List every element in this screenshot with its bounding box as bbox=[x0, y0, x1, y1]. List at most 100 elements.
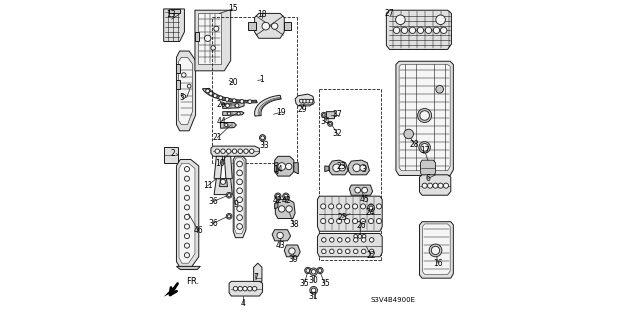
Circle shape bbox=[328, 204, 333, 209]
Circle shape bbox=[225, 98, 229, 101]
Polygon shape bbox=[329, 160, 348, 175]
Circle shape bbox=[353, 238, 358, 242]
Circle shape bbox=[184, 243, 189, 248]
Text: 9: 9 bbox=[233, 200, 238, 209]
Circle shape bbox=[376, 219, 381, 224]
Text: 26: 26 bbox=[216, 100, 226, 109]
Circle shape bbox=[328, 121, 333, 126]
Polygon shape bbox=[275, 163, 278, 174]
Circle shape bbox=[303, 99, 307, 103]
Circle shape bbox=[184, 186, 189, 191]
Circle shape bbox=[317, 267, 323, 274]
Circle shape bbox=[353, 204, 358, 209]
Circle shape bbox=[421, 144, 428, 151]
Circle shape bbox=[250, 149, 254, 153]
Circle shape bbox=[237, 206, 243, 211]
Circle shape bbox=[184, 205, 189, 210]
Text: 36: 36 bbox=[208, 197, 218, 206]
Polygon shape bbox=[284, 245, 300, 257]
Circle shape bbox=[323, 114, 325, 116]
Circle shape bbox=[237, 188, 243, 194]
Text: 29: 29 bbox=[298, 105, 307, 114]
Polygon shape bbox=[220, 122, 236, 128]
Polygon shape bbox=[170, 9, 180, 13]
Polygon shape bbox=[223, 112, 244, 115]
Circle shape bbox=[436, 85, 444, 93]
Polygon shape bbox=[223, 103, 244, 108]
Polygon shape bbox=[294, 163, 298, 174]
Text: 28: 28 bbox=[410, 140, 419, 149]
Circle shape bbox=[353, 249, 358, 254]
Circle shape bbox=[337, 204, 342, 209]
Polygon shape bbox=[177, 64, 180, 73]
Circle shape bbox=[237, 112, 240, 115]
Polygon shape bbox=[295, 94, 314, 106]
Circle shape bbox=[321, 219, 326, 224]
Text: 44: 44 bbox=[216, 117, 226, 126]
Polygon shape bbox=[324, 166, 329, 172]
Polygon shape bbox=[195, 32, 199, 41]
Text: 17: 17 bbox=[420, 146, 429, 155]
Circle shape bbox=[362, 234, 366, 238]
Circle shape bbox=[330, 249, 334, 254]
Circle shape bbox=[184, 167, 189, 172]
Circle shape bbox=[369, 204, 374, 209]
Circle shape bbox=[244, 149, 248, 153]
Circle shape bbox=[232, 99, 236, 103]
Polygon shape bbox=[202, 88, 257, 103]
Text: 5: 5 bbox=[180, 93, 184, 102]
Circle shape bbox=[214, 26, 219, 31]
Text: 42: 42 bbox=[273, 197, 283, 205]
Text: 46: 46 bbox=[193, 226, 203, 235]
Polygon shape bbox=[214, 179, 232, 195]
Text: 14: 14 bbox=[273, 165, 283, 174]
Text: 38: 38 bbox=[289, 220, 299, 229]
Circle shape bbox=[354, 234, 358, 238]
Circle shape bbox=[436, 15, 445, 25]
Circle shape bbox=[318, 269, 322, 272]
Circle shape bbox=[300, 99, 303, 103]
Circle shape bbox=[286, 206, 292, 212]
Circle shape bbox=[225, 104, 229, 108]
Text: 2: 2 bbox=[170, 149, 175, 158]
Circle shape bbox=[337, 219, 342, 224]
Circle shape bbox=[321, 204, 326, 209]
Polygon shape bbox=[275, 156, 294, 176]
Polygon shape bbox=[349, 234, 369, 239]
Circle shape bbox=[188, 84, 191, 88]
Polygon shape bbox=[177, 80, 180, 89]
Circle shape bbox=[237, 197, 243, 203]
Text: 43: 43 bbox=[275, 241, 285, 250]
Polygon shape bbox=[348, 160, 369, 175]
Text: 7: 7 bbox=[253, 273, 258, 282]
Circle shape bbox=[219, 96, 223, 100]
Circle shape bbox=[306, 99, 310, 103]
Circle shape bbox=[271, 23, 278, 29]
Circle shape bbox=[237, 224, 243, 229]
Circle shape bbox=[238, 149, 243, 153]
Text: 11: 11 bbox=[203, 181, 212, 190]
Text: 35: 35 bbox=[299, 279, 309, 288]
Circle shape bbox=[227, 149, 231, 153]
Circle shape bbox=[362, 238, 366, 242]
Text: 30: 30 bbox=[308, 276, 319, 285]
Circle shape bbox=[358, 234, 362, 238]
Circle shape bbox=[309, 99, 313, 103]
Circle shape bbox=[233, 286, 237, 291]
Circle shape bbox=[425, 27, 431, 33]
Circle shape bbox=[305, 267, 311, 274]
Text: 22: 22 bbox=[366, 251, 376, 260]
Circle shape bbox=[226, 192, 232, 198]
Circle shape bbox=[221, 149, 225, 153]
Circle shape bbox=[248, 100, 252, 104]
Circle shape bbox=[419, 142, 430, 153]
Circle shape bbox=[182, 94, 186, 98]
Circle shape bbox=[440, 27, 447, 33]
Polygon shape bbox=[255, 95, 281, 116]
Circle shape bbox=[417, 27, 424, 33]
Circle shape bbox=[444, 183, 449, 188]
Polygon shape bbox=[349, 185, 372, 195]
Circle shape bbox=[369, 238, 374, 242]
Circle shape bbox=[243, 286, 247, 291]
Circle shape bbox=[433, 183, 438, 188]
